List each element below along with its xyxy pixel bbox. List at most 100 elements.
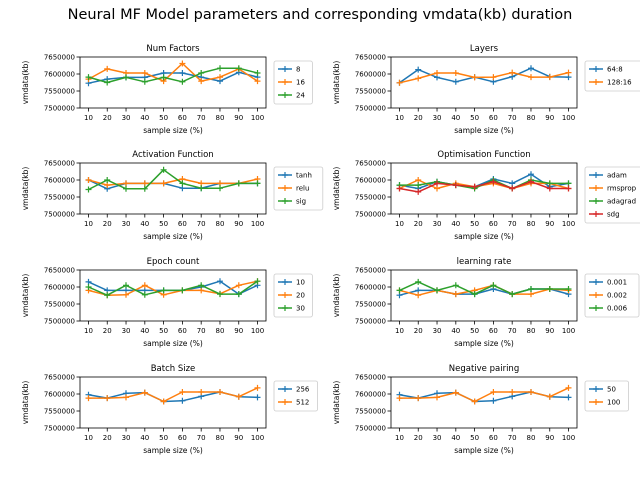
x-tick-label: 40 <box>140 434 149 442</box>
data-point <box>471 74 478 81</box>
series-line-24 <box>88 67 258 84</box>
data-point <box>509 180 516 187</box>
y-tick-label: 7650000 <box>355 267 386 275</box>
data-point <box>415 182 422 189</box>
x-tick-label: 20 <box>103 434 112 442</box>
x-axis-label: sample size (%) <box>454 232 514 241</box>
data-point <box>104 182 111 189</box>
data-point <box>471 398 478 405</box>
data-point <box>452 291 459 298</box>
x-tick-label: 40 <box>140 114 149 122</box>
data-point <box>160 398 167 405</box>
y-tick-label: 7600000 <box>355 177 386 185</box>
series-line-0-002 <box>399 284 569 296</box>
data-point <box>452 282 459 289</box>
x-tick-label: 80 <box>527 114 536 122</box>
data-point <box>546 393 553 400</box>
data-point <box>434 70 440 76</box>
x-tick-label: 10 <box>84 434 93 442</box>
legend-label-tanh: tanh <box>296 172 312 180</box>
y-tick-label: 7500000 <box>44 211 75 219</box>
data-point <box>565 286 572 292</box>
legend-label-128-16: 128:16 <box>607 79 632 87</box>
x-tick-label: 10 <box>84 327 93 335</box>
x-tick-label: 30 <box>433 434 442 442</box>
legend-marker <box>282 172 288 178</box>
data-point <box>546 286 553 292</box>
legend-marker <box>593 211 599 217</box>
y-tick-label: 7500000 <box>44 425 75 433</box>
x-axis-label: sample size (%) <box>454 446 514 455</box>
data-point <box>198 389 205 395</box>
x-tick-label: 30 <box>122 220 131 228</box>
data-point <box>452 78 459 85</box>
series-line-64-8 <box>399 67 569 84</box>
series-line-adam <box>399 173 569 190</box>
x-tick-label: 20 <box>103 220 112 228</box>
data-point <box>254 384 261 391</box>
x-tick-label: 70 <box>197 327 206 335</box>
data-point <box>141 282 148 289</box>
data-point <box>452 70 459 76</box>
legend-label-0-001: 0.001 <box>607 279 627 287</box>
data-point <box>434 180 440 187</box>
data-point <box>179 70 186 76</box>
data-point <box>490 389 497 395</box>
x-tick-label: 100 <box>562 220 575 228</box>
x-tick-label: 60 <box>489 327 498 335</box>
y-axis-label: vmdata(kb) <box>21 167 30 211</box>
subplot-activation-function: Activation Function 10 20 30 40 50 60 70 80 90 100… <box>21 150 324 241</box>
data-point <box>179 397 186 404</box>
x-tick-label: 70 <box>508 434 517 442</box>
y-tick-label: 7500000 <box>355 211 386 219</box>
x-tick-label: 60 <box>489 114 498 122</box>
data-point <box>509 185 516 192</box>
legend-marker <box>593 198 599 204</box>
legend-label-sig: sig <box>296 198 306 206</box>
data-point <box>415 75 422 82</box>
x-tick-label: 40 <box>140 327 149 335</box>
data-point <box>179 78 186 85</box>
legend-marker <box>282 92 288 98</box>
plot-frame <box>79 269 267 322</box>
legend-marker <box>593 279 599 285</box>
data-point <box>528 291 534 298</box>
data-point <box>546 74 553 81</box>
data-point <box>104 177 111 183</box>
data-point <box>415 188 422 195</box>
subplot-layers: Layers 10 20 30 40 50 60 70 80 90 100 7500000 755000… <box>332 44 640 135</box>
legend-label-0-006: 0.006 <box>607 305 628 313</box>
legend-label-512: 512 <box>296 399 309 407</box>
data-point <box>217 74 223 81</box>
legend-marker <box>593 185 599 191</box>
data-point <box>528 74 534 81</box>
y-tick-label: 7650000 <box>44 374 75 382</box>
data-point <box>565 180 572 187</box>
data-point <box>160 287 167 294</box>
x-tick-label: 100 <box>251 220 264 228</box>
x-tick-label: 80 <box>216 220 225 228</box>
x-tick-label: 20 <box>414 434 423 442</box>
x-tick-label: 70 <box>508 327 517 335</box>
y-tick-label: 7500000 <box>44 318 75 326</box>
data-point <box>490 178 497 185</box>
legend-marker <box>282 198 288 204</box>
legend-label-24: 24 <box>296 92 305 100</box>
x-tick-label: 20 <box>103 114 112 122</box>
x-tick-label: 10 <box>395 220 404 228</box>
data-point <box>160 74 167 81</box>
legend-marker <box>282 292 288 298</box>
data-point <box>509 69 516 76</box>
data-point <box>217 389 223 395</box>
data-point <box>85 395 92 402</box>
x-tick-label: 10 <box>395 114 404 122</box>
legend-label-20: 20 <box>296 292 305 300</box>
legend-marker <box>282 185 288 191</box>
legend-marker <box>282 399 288 405</box>
y-tick-label: 7600000 <box>355 284 386 292</box>
data-point <box>565 69 572 76</box>
legend-label-50: 50 <box>607 386 616 394</box>
x-tick-label: 40 <box>140 220 149 228</box>
x-axis-label: sample size (%) <box>143 232 203 241</box>
